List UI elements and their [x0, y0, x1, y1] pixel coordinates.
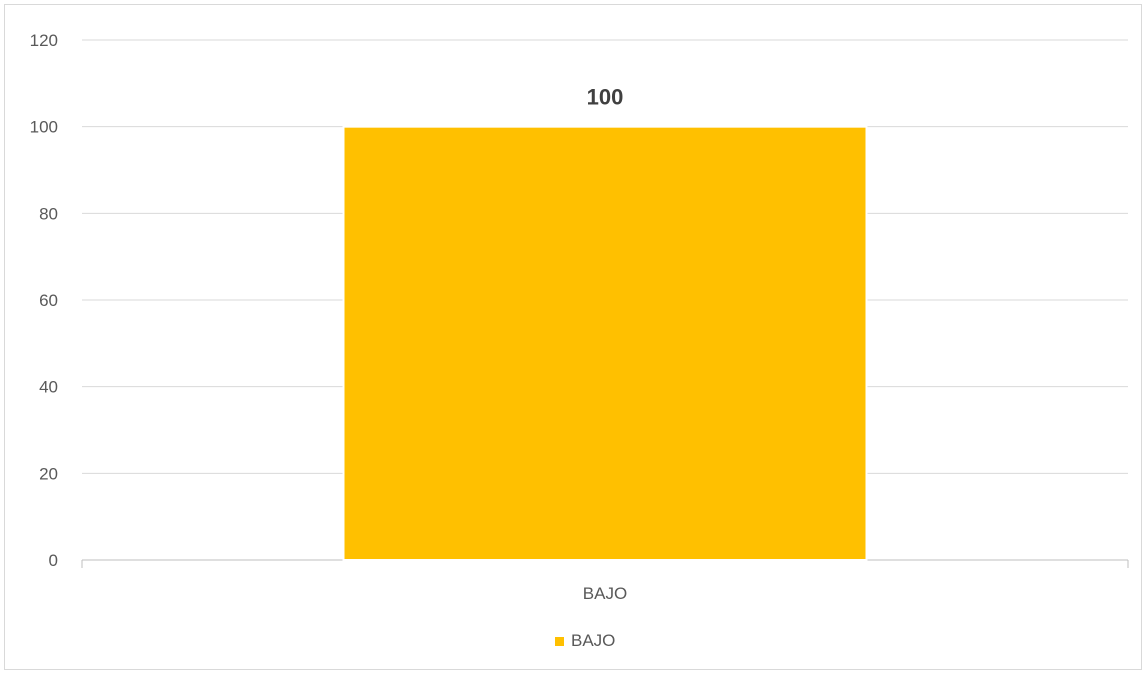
y-tick-label-100: 100: [30, 118, 58, 137]
bar-bajo: [342, 125, 868, 562]
x-category-label-bajo: BAJO: [583, 584, 627, 603]
y-tick-label-60: 60: [39, 291, 58, 310]
y-tick-label-120: 120: [30, 31, 58, 50]
data-labels: 100: [587, 85, 624, 110]
y-tick-label-40: 40: [39, 378, 58, 397]
legend-label: BAJO: [571, 631, 615, 650]
legend-item-bajo: BAJO: [555, 631, 615, 650]
data-label-bajo: 100: [587, 85, 624, 110]
y-axis-ticks: 0 20 40 60 80 100 120: [30, 31, 58, 570]
x-axis-categories: BAJO: [583, 584, 627, 603]
y-tick-label-20: 20: [39, 464, 58, 483]
bars: [342, 125, 868, 562]
y-tick-label-80: 80: [39, 204, 58, 223]
legend-swatch: [555, 637, 564, 646]
legend: BAJO: [555, 631, 615, 650]
y-tick-label-0: 0: [49, 551, 58, 570]
